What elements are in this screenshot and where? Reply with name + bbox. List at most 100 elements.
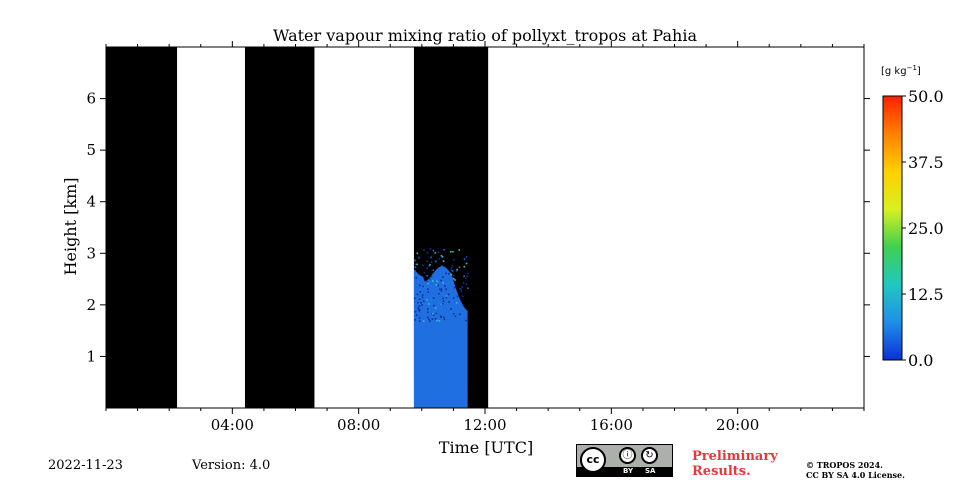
wv-speckle [427,316,429,319]
cc-icon: cc [580,447,606,473]
wv-speckle [417,308,420,311]
wv-speckle [445,272,447,275]
wv-speckle [418,298,421,300]
wv-speckle [463,275,465,278]
wv-speckle [465,262,468,265]
wv-speckle [429,248,432,250]
colorbar-tick-label: 37.5 [908,153,944,172]
y-tick-label: 3 [86,244,96,262]
wv-speckle [444,299,446,301]
wv-speckle [427,291,429,293]
wv-speckle [417,301,419,304]
wv-speckle [419,291,422,293]
wv-speckle [460,288,462,291]
wv-speckle [465,283,468,285]
wv-speckle [456,295,459,298]
wv-speckle [416,252,419,255]
wv-speckle [432,269,435,272]
colorbar-unit-close: ] [917,66,921,77]
share-alike-icon: ↻ [641,447,658,464]
wv-speckle [440,316,443,319]
wv-speckle [440,288,443,290]
wv-speckle [458,266,461,268]
cc-license-badge: cc ⓘ ↻ BY SA [576,444,673,477]
wv-speckle [420,302,422,304]
badge-band [577,467,672,476]
colorbar-tick-label: 12.5 [908,285,944,304]
wv-speckle [449,278,451,281]
badge-sa-label: SA [645,467,656,475]
wv-speckle [456,308,458,310]
colorbar-tick-label: 50.0 [908,87,944,106]
colorbar-bar [882,95,903,361]
wv-speckle [439,315,442,318]
wv-speckle [450,308,452,310]
wv-speckle [443,316,445,319]
colorbar-unit-exponent: −1 [907,64,917,72]
wv-speckle [453,312,455,315]
wv-speckle [441,256,444,258]
wv-speckle [461,295,464,298]
wv-speckle [414,297,416,300]
wv-speckle [442,276,444,278]
x-tick-label: 20:00 [716,416,759,434]
wv-speckle [458,249,460,251]
wv-speckle [432,290,434,292]
date-label: 2022-11-23 [48,458,123,473]
wv-speckle [426,267,428,269]
y-tick-label: 4 [86,193,96,211]
wv-speckle [449,251,452,253]
wv-speckle [451,265,454,267]
wv-speckle [430,256,432,259]
wv-speckle [440,254,443,257]
colorbar-unit-label: [g kg−1] [881,64,921,77]
wv-speckle [442,260,445,262]
wv-speckle [432,280,434,282]
wv-speckle [421,294,424,296]
wv-speckle [415,277,418,279]
wv-speckle [439,288,441,291]
wv-speckle [422,300,425,302]
attribution-icon: ⓘ [619,447,636,464]
wv-speckle [418,320,421,322]
wv-speckle [437,314,440,317]
wv-speckle [427,282,429,285]
wv-speckle [418,284,421,287]
wv-speckle [441,303,444,305]
wv-speckle [452,277,455,280]
wv-speckle [445,296,448,299]
wv-speckle [439,311,441,313]
wv-speckle [418,276,420,279]
wv-speckle [436,319,438,322]
wv-speckle [453,298,456,300]
wv-speckle [465,319,467,322]
wv-speckle [467,272,469,275]
wv-speckle [426,251,429,254]
wv-speckle [436,280,438,283]
wv-speckle [437,251,440,253]
no-data-period-1 [106,47,178,408]
wv-speckle [414,259,416,262]
y-tick-label: 5 [86,141,96,159]
copyright-line-1: © TROPOS 2024. [806,460,883,470]
wv-speckle [428,265,431,267]
wv-speckle [455,270,458,272]
wv-speckle [418,316,421,319]
wv-speckle [434,252,437,254]
wv-speckle [434,281,436,283]
wv-speckle [441,265,443,268]
wv-speckle [427,311,429,314]
wv-speckle [437,284,440,287]
wv-speckle [432,312,434,315]
wv-speckle [418,305,421,307]
wv-speckle [447,293,450,296]
wv-speckle [448,273,450,275]
wv-speckle [459,287,461,290]
wv-speckle [435,284,438,286]
wv-speckle [436,311,439,314]
copyright-label: © TROPOS 2024. CC BY SA 4.0 License. [806,460,905,480]
wv-speckle [452,250,454,253]
wv-speckle [456,268,458,271]
wv-speckle [450,267,453,269]
wv-speckle [434,307,437,309]
